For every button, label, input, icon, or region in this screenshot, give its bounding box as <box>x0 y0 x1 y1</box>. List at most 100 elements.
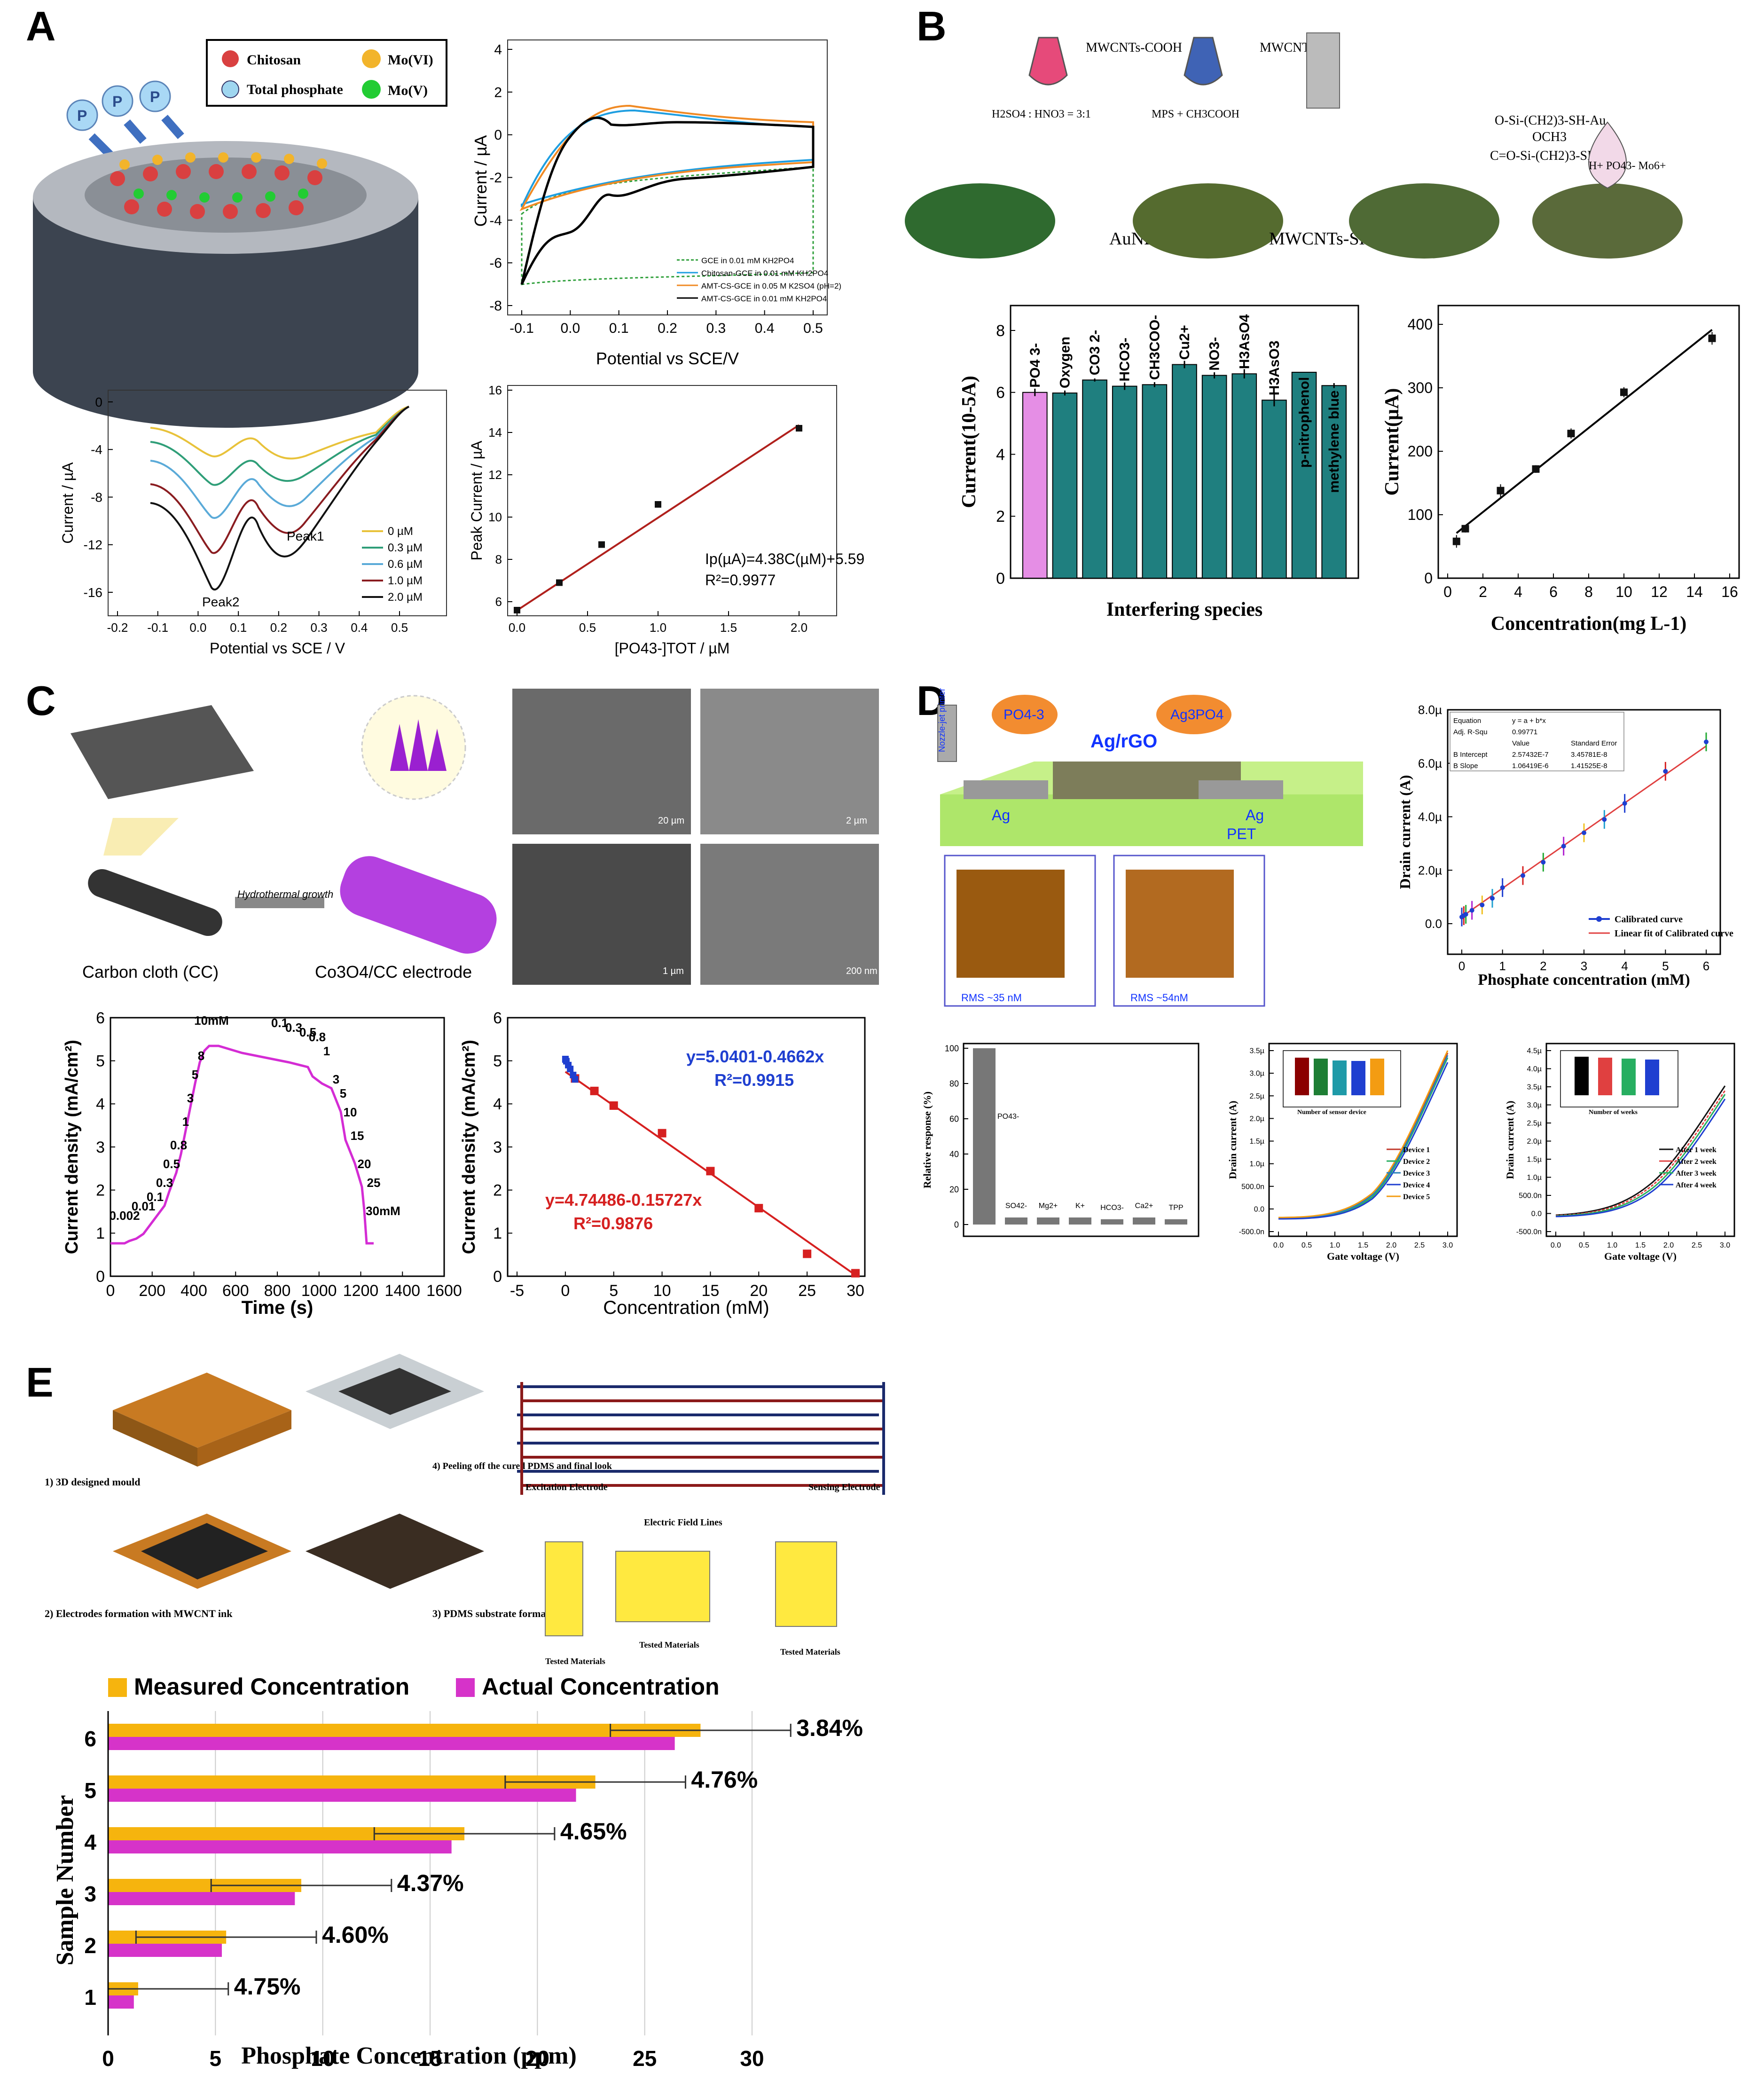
binter-bar-label: CH3COO- <box>1147 315 1162 380</box>
dcal-xtick: 6 <box>1703 959 1709 973</box>
binter-bar-label: methylene blue <box>1326 390 1342 493</box>
dcal-table-cell: Adj. R-Squ <box>1453 728 1488 736</box>
ddev-ytick: 3.0µ <box>1250 1070 1264 1078</box>
camp-xtick: 1200 <box>343 1282 379 1300</box>
ebar-actual-bar <box>108 1737 675 1750</box>
ebar-xlabel: Phosphate Concentration (ppm) <box>241 2042 577 2069</box>
dcal-point <box>1663 769 1668 774</box>
panel-c-sem-images: 20 µm 2 µm 1 µm 200 nm <box>512 689 879 985</box>
binter-bar <box>1172 364 1197 579</box>
binter-bar-label: H3AsO3 <box>1267 341 1282 396</box>
dpv-xtick: 0.1 <box>230 620 247 635</box>
dweek-ytick: 0.0 <box>1531 1210 1542 1218</box>
ebar-actual-bar <box>108 1995 134 2009</box>
svg-text:3) PDMS substrate formation: 3) PDMS substrate formation <box>432 1608 563 1619</box>
svg-text:O-Si-(CH2)3-SH-Au: O-Si-(CH2)3-SH-Au <box>1495 113 1606 128</box>
svg-text:Tested Materials: Tested Materials <box>780 1647 840 1657</box>
dweek-ytick: -500.0n <box>1516 1228 1542 1236</box>
binter-bar <box>1112 385 1137 579</box>
svg-text:MPS + CH3COOH: MPS + CH3COOH <box>1152 108 1239 120</box>
svg-text:Tested Materials: Tested Materials <box>639 1640 699 1649</box>
acal-xlabel: [PO43-]TOT / µM <box>615 640 730 657</box>
camp-annotation: 0.8 <box>170 1138 187 1152</box>
ccal-point-blue <box>567 1066 574 1073</box>
svg-text:Ag: Ag <box>1246 807 1264 824</box>
dcal-xlabel: Phosphate concentration (mM) <box>1478 971 1690 989</box>
ebar-legend-swatch-measured <box>108 1678 127 1697</box>
acal-xtick: 1.0 <box>650 620 666 635</box>
dpv-legend: 0 µM 0.3 µM 0.6 µM 1.0 µM 2.0 µM <box>362 525 423 604</box>
camp-annotation: 0.5 <box>163 1157 180 1171</box>
binter-bar-label: CO3 2- <box>1087 330 1103 376</box>
ccal-xlabel: Concentration (mM) <box>603 1297 769 1318</box>
ebar-legend-measured: Measured Concentration <box>134 1673 409 1700</box>
dweek-ytick: 3.0µ <box>1527 1101 1542 1109</box>
drel-bar-label: TPP <box>1168 1204 1183 1212</box>
acal-fit-line <box>516 424 800 612</box>
ccal-eq-blue: y=5.0401-0.4662x <box>686 1047 824 1066</box>
dweek-ytick: 1.0µ <box>1527 1174 1542 1182</box>
ccal-point-red <box>803 1249 812 1258</box>
ddev-ytick: 1.5µ <box>1250 1138 1264 1146</box>
camp-ytick: 3 <box>96 1139 105 1156</box>
panel-a-cal-chart: 16 14 12 10 8 6 0.0 0.5 1.0 1.5 2.0 Ip(µA)=4.38C(µ… <box>468 383 864 657</box>
blin-ytick: 300 <box>1408 379 1433 396</box>
drel-ytick: 0 <box>954 1220 959 1229</box>
panel-d: Nozzle-jet printer PO4-3 Ag3PO4 Ag/rGO A… <box>921 688 1735 1262</box>
blin-ylabel: Current(µA) <box>1381 388 1403 496</box>
cv-xtick: 0.2 <box>658 321 677 336</box>
dpv-ytick: -8 <box>91 490 102 504</box>
dcal-ytick: 6.0µ <box>1418 756 1442 770</box>
camp-xtick: 200 <box>139 1282 165 1300</box>
svg-text:RMS ~35 nM: RMS ~35 nM <box>961 992 1022 1004</box>
binter-xlabel: Interfering species <box>1106 599 1262 620</box>
binter-ytick: 0 <box>996 570 1005 588</box>
camp-annotation: 0.3 <box>285 1021 302 1035</box>
ebar-actual-bar <box>108 1789 576 1802</box>
blin-point <box>1497 487 1505 495</box>
ebar-percent-label: 3.84% <box>796 1715 863 1741</box>
camp-annotation: 1 <box>323 1044 330 1058</box>
camp-xtick: 1600 <box>426 1282 462 1300</box>
cv-ytick: -6 <box>489 256 502 271</box>
dcal-table-cell: B Intercept <box>1453 751 1488 759</box>
cv-ytick: -4 <box>489 213 502 228</box>
ccal-point-red <box>754 1204 763 1213</box>
dpv-ylabel: Current / µA <box>59 462 76 544</box>
dpv-xtick: 0.3 <box>310 620 327 635</box>
ddev-xtick: 3.0 <box>1443 1241 1453 1249</box>
svg-text:Ag3PO4: Ag3PO4 <box>1170 707 1223 722</box>
cv-ytick: 2 <box>494 85 502 100</box>
drel-bar <box>973 1048 996 1225</box>
ebar-ytick: 3 <box>84 1882 96 1906</box>
dcal-xtick: 3 <box>1581 959 1587 973</box>
dcal-point <box>1561 844 1566 849</box>
camp-annotation: 0.1 <box>147 1190 164 1204</box>
ddev-xtick: 1.0 <box>1330 1241 1340 1249</box>
cv-xtick: 0.0 <box>560 321 580 336</box>
camp-xtick: 1000 <box>301 1282 337 1300</box>
cv-curve-amt-phosphate <box>520 117 815 285</box>
svg-text:2 µm: 2 µm <box>846 816 867 826</box>
camp-ylabel: Current density (mA/cm²) <box>62 1040 82 1254</box>
dcal-point <box>1500 885 1505 890</box>
ebar-ytick: 4 <box>84 1830 96 1854</box>
binter-bar-label: H3AsO4 <box>1237 314 1252 369</box>
ccal-point-red <box>609 1101 618 1110</box>
dweek-ytick: 4.5µ <box>1527 1047 1542 1055</box>
camp-xlabel: Time (s) <box>242 1297 314 1318</box>
panel-label-e: E <box>26 1359 54 1406</box>
ccal-xtick: 30 <box>847 1282 864 1300</box>
blin-xtick: 8 <box>1584 583 1593 600</box>
dweek-xtick: 0.0 <box>1551 1241 1561 1249</box>
dweek-ytick: 2.0µ <box>1527 1138 1542 1146</box>
camp-annotation: 10 <box>344 1105 357 1119</box>
acal-point <box>556 579 563 586</box>
drel-ylabel: Relative response (%) <box>921 1091 933 1188</box>
cv-xlabel: Potential vs SCE/V <box>596 349 739 368</box>
camp-annotation: 0.01 <box>132 1199 156 1213</box>
svg-text:GCE in 0.01 mM KH2PO4: GCE in 0.01 mM KH2PO4 <box>701 256 794 265</box>
acal-ytick: 8 <box>495 552 502 566</box>
svg-text:Linear fit of Calibrated curve: Linear fit of Calibrated curve <box>1615 928 1733 939</box>
